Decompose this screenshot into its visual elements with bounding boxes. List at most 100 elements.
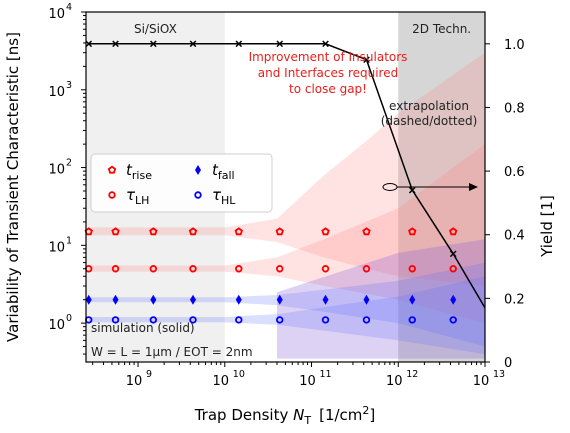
t_fall-marker-1 xyxy=(112,294,119,305)
tau_HL-marker-9 xyxy=(449,316,457,324)
y-right-axis-label: Yield [1] xyxy=(538,195,556,258)
tau_LH-marker-7 xyxy=(362,265,371,273)
legend-subscript-1: fall xyxy=(218,169,235,182)
tau_HL-marker-7 xyxy=(362,316,371,324)
x-axis-label-prefix: Trap Density xyxy=(194,406,293,424)
legend-marker-3 xyxy=(194,191,202,199)
yield-axis-pointer xyxy=(382,183,478,191)
y-right-tick-label-1: 0.2 xyxy=(504,292,525,307)
tau_HL-marker-1 xyxy=(111,316,120,324)
x-tick-label-2: 10 xyxy=(299,374,316,389)
improvement-line-2: and Interfaces required xyxy=(258,66,398,80)
legend-marker-0 xyxy=(107,165,117,174)
t_fall-marker-0 xyxy=(85,294,92,305)
simulation-annotation: simulation (solid) xyxy=(91,321,195,335)
y-right-tick-label-5: 1.0 xyxy=(504,38,525,53)
x-axis-label-subscript: T xyxy=(303,414,311,427)
y-right-axis-ticks: 0 0.2 0.4 0.6 0.8 1.0 xyxy=(485,38,525,371)
x-tick-label-3: 10 xyxy=(386,374,403,389)
legend-label-1: tfall xyxy=(212,161,235,182)
tau_LH-marker-3 xyxy=(189,265,197,273)
t_fall-marker-2 xyxy=(150,294,157,305)
t_rise-marker-6 xyxy=(321,227,330,236)
tau_LH-marker-1 xyxy=(111,265,120,273)
params-annotation: W = L = 1µm / EOT = 2nm xyxy=(91,345,253,359)
yield-curve xyxy=(85,40,486,309)
x-tick-label-0: 10 xyxy=(126,374,143,389)
tau_HL-marker-5 xyxy=(276,316,284,324)
legend-symbol-3: τ xyxy=(212,186,222,204)
extrapolation-line-1: extrapolation xyxy=(389,99,469,113)
yield-point-4 xyxy=(235,40,243,48)
tau_LH-marker-2 xyxy=(149,265,158,273)
x-tick-exponent-3: 12 xyxy=(406,369,418,380)
t_rise-marker-5 xyxy=(275,227,284,236)
y-left-tick-label-2: 10 xyxy=(48,163,65,178)
yield-point-0 xyxy=(85,40,93,48)
x-tick-label-4: 10 xyxy=(473,374,490,389)
improvement-line-3: to close gap! xyxy=(289,82,367,96)
x-tick-exponent-2: 11 xyxy=(320,369,332,380)
t_rise-marker-3 xyxy=(188,227,198,236)
legend-subscript-3: HL xyxy=(221,194,236,207)
y-left-tick-exponent-2: 2 xyxy=(66,158,72,169)
y-left-tick-label-3: 10 xyxy=(48,85,65,100)
yield-point-5 xyxy=(276,40,284,48)
y-left-tick-label-0: 10 xyxy=(48,318,65,333)
legend-label-3: τHL xyxy=(212,186,236,207)
x-tick-exponent-0: 9 xyxy=(146,369,152,380)
t_fall-marker-8 xyxy=(409,294,416,305)
legend-label-0: trise xyxy=(126,161,152,182)
region-labels: Si/SiOX 2D Techn. xyxy=(134,22,471,36)
legend-box xyxy=(90,153,273,213)
band-blue-1 xyxy=(88,276,485,355)
x-axis-label: Trap Density NT [1/cm2] xyxy=(194,404,376,427)
legend-subscript-0: rise xyxy=(132,169,152,182)
legend-label-2: τLH xyxy=(126,186,149,207)
t_fall-marker-4 xyxy=(235,294,242,305)
y-right-tick-label-2: 0.4 xyxy=(504,229,525,244)
y-right-tick-label-0: 0 xyxy=(504,356,512,371)
tau_HL-marker-8 xyxy=(408,316,416,324)
t_rise-marker-7 xyxy=(362,227,371,236)
improvement-line-1: Improvement of Insulators xyxy=(249,50,408,64)
yield-pointer-arrowhead xyxy=(469,183,478,191)
band-red-0 xyxy=(88,52,485,287)
y-right-tick-label-3: 0.6 xyxy=(504,165,525,180)
extrapolation-annotation: extrapolation (dashed/dotted) xyxy=(381,99,478,128)
yield-point-8 xyxy=(408,186,416,194)
legend-marker-2 xyxy=(108,191,116,199)
yield-point-6 xyxy=(322,40,329,48)
y-left-tick-label-4: 10 xyxy=(48,7,65,22)
x-axis-label-unit: [1/cm xyxy=(319,406,362,424)
t_fall-marker-3 xyxy=(189,294,196,305)
tau_LH-marker-8 xyxy=(408,265,416,273)
legend-symbol-0: t xyxy=(126,161,133,179)
y-left-tick-label-1: 10 xyxy=(48,240,65,255)
legend-symbol-2: τ xyxy=(126,186,136,204)
legend-marker-1 xyxy=(195,165,201,175)
yield-point-2 xyxy=(149,40,157,48)
y-left-axis-label: Variability of Transient Characteristic … xyxy=(4,32,22,342)
yield-point-3 xyxy=(189,40,197,48)
tau_HL-marker-2 xyxy=(149,316,158,324)
yield-point-9 xyxy=(449,250,457,258)
y-left-tick-exponent-4: 4 xyxy=(66,2,72,13)
legend-subscript-2: LH xyxy=(135,194,149,207)
t_rise-marker-1 xyxy=(111,227,120,236)
improvement-annotation: Improvement of Insulators and Interfaces… xyxy=(249,50,408,96)
yield-point-1 xyxy=(112,40,119,48)
yield-point-7 xyxy=(363,56,370,64)
legend-symbol-1: t xyxy=(212,161,219,179)
x-axis-ticks: 10 9 10 10 10 11 10 12 10 13 xyxy=(92,362,505,389)
t_fall-marker-9 xyxy=(450,294,457,305)
y-left-tick-exponent-0: 0 xyxy=(66,313,72,324)
y-left-tick-exponent-1: 1 xyxy=(66,235,72,246)
t_rise-marker-8 xyxy=(408,227,417,236)
t_rise-marker-2 xyxy=(149,227,158,236)
data-markers xyxy=(84,227,458,324)
x-axis-label-symbol: N xyxy=(293,406,304,424)
